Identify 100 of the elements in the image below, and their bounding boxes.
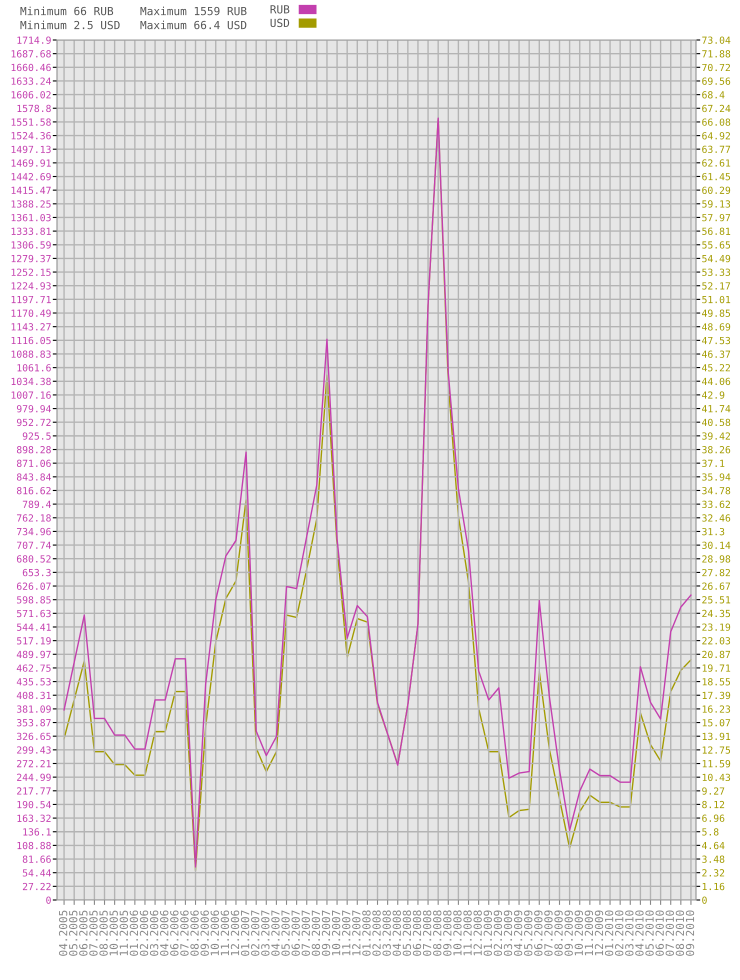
- y2-tick-label: 0: [702, 896, 707, 904]
- x-tick-label: 03.2009: [504, 910, 512, 956]
- x-tick-label: 11.2007: [342, 910, 350, 956]
- y2-tick-label: 57.97: [702, 214, 730, 222]
- x-tick-label: 06.2010: [655, 910, 664, 956]
- y-tick-label: 81.66: [22, 856, 51, 863]
- x-tick-label: 08.2005: [99, 910, 108, 956]
- y2-tick-label: 10.43: [702, 774, 730, 782]
- x-tick-label: 09.2009: [564, 910, 573, 956]
- y-tick-label: 1252.15: [12, 268, 51, 276]
- y-tick-label: 1197.71: [12, 296, 51, 304]
- y-tick-label: 1061.6: [17, 364, 51, 372]
- x-tick-label: 12.2008: [473, 910, 482, 956]
- x-tick-label: 10.2009: [574, 910, 583, 956]
- text: Minimum 66 RUB: [20, 6, 114, 16]
- y2-tick-label: 25.51: [702, 596, 730, 604]
- x-tick-label: 04.2010: [635, 910, 644, 956]
- x-tick-label: 08.2007: [312, 910, 320, 956]
- x-tick-label: 01.2009: [484, 910, 492, 956]
- y-tick-label: 163.32: [17, 814, 51, 822]
- y2-tick-label: 23.19: [702, 623, 730, 631]
- x-tick-label: 09.2006: [200, 910, 209, 956]
- x-tick-label: 11.2005: [120, 910, 128, 956]
- y2-tick-label: 26.67: [702, 582, 730, 590]
- y2-tick-label: 2.32: [702, 869, 724, 877]
- y-tick-label: 1714.9: [17, 36, 51, 44]
- y-tick-label: 843.84: [16, 473, 51, 481]
- y-tick-label: 571.63: [17, 610, 51, 618]
- y2-tick-label: 67.24: [702, 104, 730, 112]
- y2-tick-label: 55.65: [702, 241, 730, 249]
- x-tick-label: 12.2009: [594, 910, 604, 956]
- y2-tick-label: 63.77: [702, 146, 730, 154]
- x-tick-label: 07.2007: [302, 910, 310, 956]
- y-tick-label: 1170.49: [12, 310, 51, 317]
- y2-tick-label: 54.49: [702, 254, 730, 262]
- y2-tick-label: 6.96: [702, 814, 724, 822]
- x-tick-label: 09.2010: [686, 910, 694, 956]
- y-tick-label: 1497.13: [12, 146, 51, 154]
- x-tick-label: 11.2009: [584, 910, 594, 956]
- y2-tick-label: 48.69: [702, 323, 730, 331]
- y-tick-label: 1034.38: [12, 378, 51, 386]
- y-tick-label: 1007.16: [12, 391, 51, 399]
- legend-label: USD: [270, 18, 290, 28]
- x-tick-label: 10.2006: [210, 910, 219, 956]
- y-tick-label: 326.65: [16, 732, 51, 740]
- y2-tick-label: 13.91: [702, 732, 730, 740]
- y-tick-label: 1143.27: [12, 323, 51, 331]
- y2-tick-label: 22.03: [702, 637, 730, 644]
- y2-tick-label: 73.04: [702, 36, 730, 44]
- x-tick-label: 02.2007: [251, 910, 260, 956]
- y-tick-label: 190.54: [17, 800, 51, 808]
- y2-tick-label: 38.26: [702, 446, 730, 454]
- x-tick-label: 05.2008: [402, 910, 412, 956]
- x-tick-label: 05.2005: [69, 910, 78, 956]
- y-tick-label: 1469.91: [12, 159, 51, 167]
- y2-tick-label: 60.29: [702, 186, 730, 194]
- y2-tick-label: 27.82: [702, 568, 730, 576]
- x-tick-label: 03.2010: [625, 910, 634, 956]
- y2-tick-label: 46.37: [702, 350, 730, 358]
- x-tick-label: 03.2008: [382, 910, 391, 956]
- y-tick-label: 462.75: [16, 664, 51, 672]
- y-tick-label: 489.97: [16, 650, 51, 658]
- y-tick-label: 54.44: [22, 869, 51, 877]
- y-tick-label: 1333.81: [12, 228, 51, 235]
- y-tick-label: 598.85: [17, 596, 51, 604]
- y-tick-label: 136.1: [23, 828, 51, 836]
- x-tick-label: 10.2008: [453, 910, 462, 956]
- x-tick-label: 02.2009: [494, 910, 502, 956]
- y-tick-label: 1306.59: [12, 241, 51, 249]
- y2-tick-label: 41.74: [702, 405, 730, 412]
- y-tick-label: 217.77: [17, 787, 51, 795]
- x-tick-label: 12.2007: [352, 910, 361, 956]
- x-tick-label: 11.2008: [463, 910, 472, 956]
- x-tick-label: 08.2010: [676, 910, 684, 956]
- x-tick-label: 02.2010: [615, 910, 624, 956]
- y2-tick-label: 24.35: [702, 610, 730, 618]
- y-tick-label: 1361.03: [12, 214, 51, 222]
- y-tick-label: 1088.83: [12, 350, 51, 358]
- y2-tick-label: 53.33: [702, 268, 730, 276]
- x-tick-label: 06.2007: [291, 910, 300, 956]
- y-tick-label: 762.18: [16, 514, 51, 522]
- text: Minimum 2.5 USD: [20, 20, 120, 30]
- y-tick-label: 1415.47: [12, 186, 51, 194]
- y2-tick-label: 45.22: [702, 364, 730, 372]
- y2-tick-label: 35.94: [702, 473, 730, 481]
- y-tick-label: 1633.24: [12, 77, 51, 85]
- y2-tick-label: 52.17: [702, 282, 730, 290]
- text: Maximum 1559 RUB: [140, 6, 247, 16]
- y2-tick-label: 47.53: [702, 336, 730, 344]
- y-tick-label: 108.88: [17, 842, 51, 850]
- x-tick-label: 01.2008: [362, 910, 371, 956]
- y2-tick-label: 16.23: [702, 705, 730, 713]
- y-tick-label: 925.5: [22, 432, 51, 440]
- y2-tick-label: 1.16: [702, 882, 724, 890]
- x-tick-label: 07.2010: [666, 910, 674, 956]
- x-tick-label: 04.2008: [392, 910, 401, 956]
- y2-tick-label: 39.42: [702, 432, 730, 440]
- y-tick-label: 734.96: [16, 528, 51, 536]
- legend-label: RUB: [270, 5, 290, 14]
- y2-tick-label: 59.13: [702, 200, 730, 208]
